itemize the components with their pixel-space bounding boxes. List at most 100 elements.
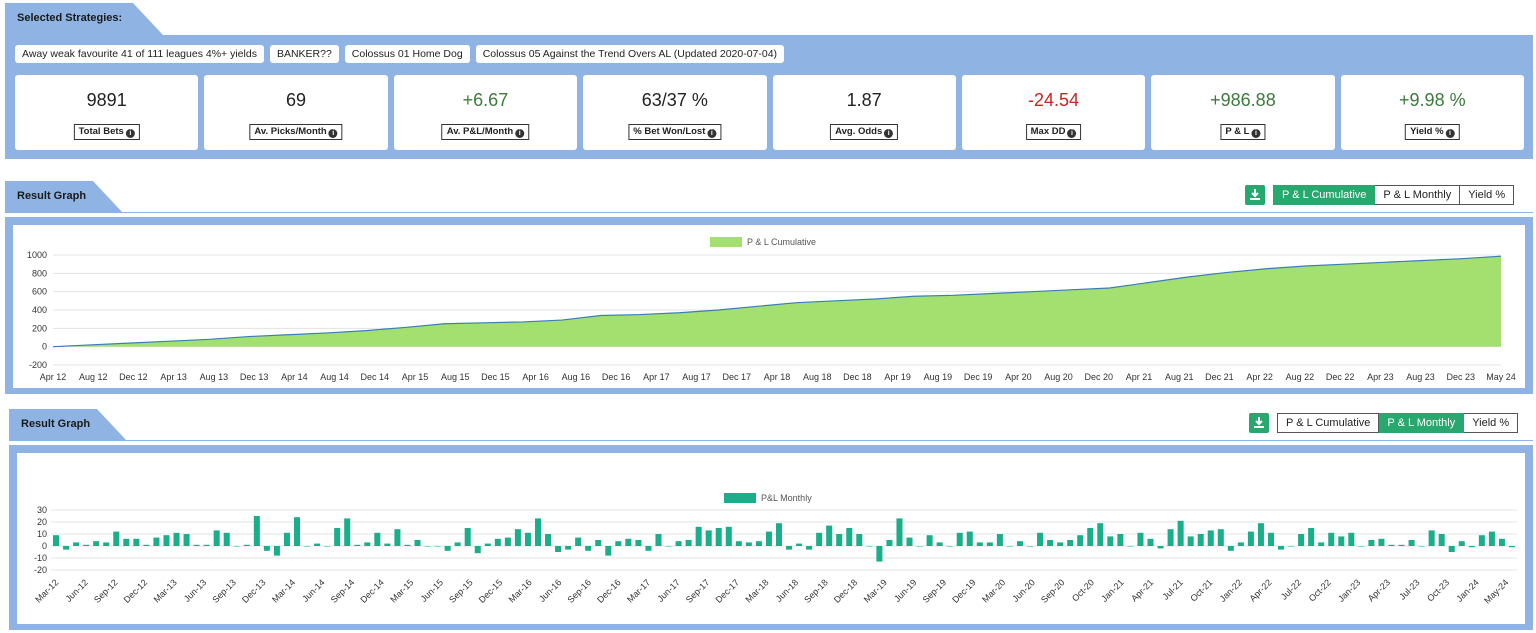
stat-label[interactable]: Av. P&L/Month i xyxy=(441,124,530,140)
header-tab-shape xyxy=(5,181,123,213)
monthly-bar xyxy=(63,546,70,550)
x-tick-label: Apr 12 xyxy=(40,372,67,382)
tab-pl-monthly[interactable]: P & L Monthly xyxy=(1379,413,1465,433)
stat-label[interactable]: Av. Picks/Month i xyxy=(249,124,343,140)
monthly-bar xyxy=(314,543,321,546)
download-button[interactable] xyxy=(1249,413,1269,433)
monthly-bar xyxy=(1318,542,1325,546)
monthly-bar xyxy=(585,546,592,551)
tab-pl-cumulative[interactable]: P & L Cumulative xyxy=(1277,413,1380,433)
x-tick-label: May 24 xyxy=(1486,372,1516,382)
monthly-bar xyxy=(1328,532,1335,546)
stat-value: 63/37 % xyxy=(641,90,708,110)
stat-card: 63/37 % % Bet Won/Lost i xyxy=(583,75,767,150)
tab-yield[interactable]: Yield % xyxy=(1460,185,1515,205)
info-icon[interactable]: i xyxy=(707,129,717,138)
strategy-chip[interactable]: Away weak favourite 41 of 111 leagues 4%… xyxy=(15,45,264,63)
info-icon[interactable]: i xyxy=(1445,129,1455,138)
x-tick-label: Sep-14 xyxy=(329,577,357,605)
monthly-bar xyxy=(1147,538,1154,546)
info-icon[interactable]: i xyxy=(515,129,525,138)
monthly-bar xyxy=(1227,546,1234,551)
stat-label[interactable]: Total Bets i xyxy=(73,124,140,140)
x-tick-label: Oct-22 xyxy=(1307,577,1333,603)
stat-label-text: P & L xyxy=(1225,126,1250,137)
x-tick-label: Apr 19 xyxy=(884,372,911,382)
monthly-bar xyxy=(745,542,752,546)
monthly-bar xyxy=(113,531,120,546)
stat-label[interactable]: Max DD i xyxy=(1025,124,1082,140)
monthly-bar xyxy=(374,532,381,546)
strategy-chip[interactable]: BANKER?? xyxy=(269,45,339,63)
info-icon[interactable]: i xyxy=(125,129,135,138)
x-tick-label: Apr-21 xyxy=(1129,577,1155,603)
x-tick-label: Dec 21 xyxy=(1205,372,1234,382)
monthly-bar xyxy=(605,546,612,556)
result-graph-title: Result Graph xyxy=(17,190,87,202)
monthly-bar xyxy=(1338,536,1345,546)
x-tick-label: Aug 13 xyxy=(200,372,229,382)
monthly-bar xyxy=(555,546,562,552)
info-icon[interactable]: i xyxy=(1251,129,1261,138)
x-tick-label: Mar-19 xyxy=(862,577,889,604)
x-tick-label: Jan-24 xyxy=(1454,577,1481,604)
download-button[interactable] xyxy=(1245,185,1265,205)
info-icon[interactable]: i xyxy=(328,129,338,138)
monthly-bar xyxy=(404,544,411,546)
x-tick-label: Aug 14 xyxy=(320,372,349,382)
result-graph-title: Result Graph xyxy=(21,418,91,430)
info-icon[interactable]: i xyxy=(884,129,894,138)
x-tick-label: Apr 16 xyxy=(522,372,549,382)
download-icon xyxy=(1254,417,1264,428)
x-tick-label: Aug 19 xyxy=(924,372,953,382)
monthly-bar xyxy=(1127,546,1134,547)
info-icon[interactable]: i xyxy=(1067,129,1077,138)
y-tick-label: 20 xyxy=(37,517,47,527)
x-tick-label: Apr-23 xyxy=(1366,577,1392,603)
monthly-bar xyxy=(816,532,823,546)
strategy-chip[interactable]: Colossus 05 Against the Trend Overs AL (… xyxy=(475,45,785,63)
x-tick-label: Dec 13 xyxy=(240,372,269,382)
x-tick-label: Jun-14 xyxy=(300,577,327,604)
x-tick-label: Dec-15 xyxy=(477,577,505,605)
monthly-bar xyxy=(966,531,973,546)
monthly-bar xyxy=(1217,529,1224,546)
pl-cumulative-line xyxy=(52,255,1502,348)
stat-label[interactable]: % Bet Won/Lost i xyxy=(628,124,722,140)
monthly-bar xyxy=(93,541,100,546)
monthly-bar xyxy=(886,540,893,546)
stat-label[interactable]: Avg. Odds i xyxy=(830,124,899,140)
stat-label[interactable]: Yield % i xyxy=(1405,124,1460,140)
graph2-toggle-group: P & L Cumulative P & L Monthly Yield % xyxy=(1249,413,1519,433)
x-tick-label: Jan-23 xyxy=(1336,577,1363,604)
monthly-bar xyxy=(1298,534,1305,546)
monthly-bar xyxy=(1498,538,1505,546)
tab-yield[interactable]: Yield % xyxy=(1464,413,1519,433)
stat-label-text: Yield % xyxy=(1410,126,1444,137)
tab-pl-monthly[interactable]: P & L Monthly xyxy=(1375,185,1461,205)
monthly-bar xyxy=(163,535,170,546)
monthly-bar xyxy=(83,544,90,546)
monthly-bar xyxy=(1047,540,1054,546)
y-tick-label: 0 xyxy=(42,342,47,352)
cumulative-chart-area: P & L Cumulative 1000 800 600 400 200 0 -200 Apr… xyxy=(13,225,1525,388)
x-tick-label: Dec 12 xyxy=(119,372,148,382)
monthly-bar xyxy=(173,532,180,546)
tab-pl-cumulative[interactable]: P & L Cumulative xyxy=(1273,185,1376,205)
monthly-bar xyxy=(183,534,190,546)
monthly-bar xyxy=(1288,546,1295,547)
stat-card: +6.67 Av. P&L/Month i xyxy=(393,75,578,150)
x-tick-label: Mar-17 xyxy=(625,577,652,604)
x-tick-label: Apr 15 xyxy=(402,372,429,382)
legend-label: P&L Monthly xyxy=(761,493,812,503)
monthly-bar xyxy=(334,528,341,546)
monthly-bar xyxy=(263,546,270,551)
x-tick-label: Sep-13 xyxy=(210,577,238,605)
x-tick-label: Aug 12 xyxy=(79,372,108,382)
x-tick-label: Dec 19 xyxy=(964,372,993,382)
monthly-bar xyxy=(203,544,210,546)
stat-label-text: Av. P&L/Month xyxy=(446,126,514,137)
strategy-chip[interactable]: Colossus 01 Home Dog xyxy=(344,45,470,63)
y-tick-label: 400 xyxy=(32,305,47,315)
